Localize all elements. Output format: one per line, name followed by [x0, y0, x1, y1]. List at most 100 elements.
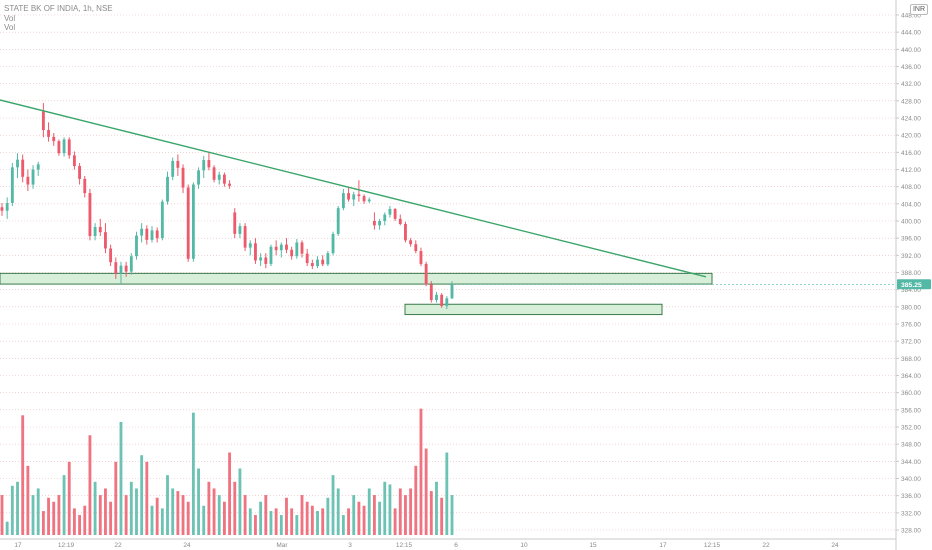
y-tick-label: 432.00	[901, 81, 921, 88]
x-tick-label: Mar	[276, 542, 288, 549]
x-tick-label: 12:19	[58, 542, 75, 549]
volume-bar	[357, 501, 361, 535]
volume-bar	[378, 501, 382, 535]
support-zone	[0, 272, 713, 285]
candle-down	[357, 194, 361, 197]
candle-down	[372, 221, 376, 226]
chart-legend: STATE BK OF INDIA, 1h, NSE Vol Vol	[4, 4, 113, 33]
volume-bar	[57, 495, 61, 535]
candle-down	[347, 193, 350, 200]
candle-down	[207, 160, 211, 168]
candle-down	[181, 167, 185, 188]
candle-up	[129, 256, 133, 272]
volume-bar	[52, 501, 56, 535]
volume-bar	[404, 495, 407, 535]
volume-bar	[336, 488, 340, 535]
candle-up	[445, 298, 449, 306]
candle-down	[52, 136, 56, 142]
y-tick-label: 376.00	[901, 322, 921, 329]
x-tick-label: 15	[589, 542, 597, 549]
volume-bar	[305, 501, 309, 535]
x-tick-label: 22	[114, 542, 122, 549]
candle-up	[238, 226, 242, 234]
volume-bar	[264, 495, 268, 535]
candle-up	[295, 242, 299, 257]
volume-bar	[326, 497, 330, 535]
volume-bar	[124, 495, 128, 535]
volume-bar	[429, 491, 433, 535]
candle-up	[336, 208, 340, 234]
currency-badge[interactable]: INR	[909, 4, 928, 15]
candle-up	[331, 233, 335, 254]
volume-bar	[129, 481, 133, 535]
volume-bar	[191, 412, 195, 535]
y-tick-label: 412.00	[901, 167, 921, 174]
y-tick-label: 436.00	[901, 64, 921, 71]
y-tick-label: 448.00	[901, 13, 921, 20]
volume-bar	[259, 501, 263, 535]
x-tick-label: 24	[831, 542, 839, 549]
candle-up	[171, 160, 175, 177]
volume-bar	[47, 497, 50, 535]
x-tick-label: 24	[183, 542, 191, 549]
volume-bar	[367, 488, 371, 535]
y-tick-label: 364.00	[901, 373, 921, 380]
candle-down	[72, 155, 76, 167]
x-tick-label: 10	[520, 542, 528, 549]
candle-up	[197, 170, 200, 185]
volume-bar	[197, 468, 200, 535]
volume-bar	[16, 481, 19, 535]
volume-bar	[186, 501, 190, 535]
volume-bar	[424, 448, 428, 535]
candle-down	[404, 224, 407, 241]
y-tick-label: 388.00	[901, 270, 921, 277]
candle-down	[429, 284, 433, 300]
candle-down	[26, 176, 30, 185]
volume-bar	[285, 497, 288, 535]
candle-up	[217, 174, 221, 180]
volume-legend-2: Vol	[4, 23, 16, 32]
candle-up	[93, 227, 97, 237]
candle-up	[135, 235, 138, 257]
volume-bar	[393, 508, 397, 535]
volume-bar	[171, 488, 175, 535]
volume-bar	[228, 452, 232, 535]
trendline	[0, 99, 707, 278]
candle-up	[378, 221, 382, 226]
volume-bar	[440, 497, 444, 535]
volume-bar	[316, 511, 319, 535]
candle-up	[248, 243, 252, 248]
y-tick-label: 348.00	[901, 442, 921, 449]
volume-bar	[310, 505, 314, 535]
volume-bar	[414, 465, 418, 535]
volume-bar	[166, 475, 169, 535]
volume-bar	[222, 501, 226, 535]
candle-down	[98, 227, 102, 233]
candle-up	[202, 160, 206, 171]
candle-up	[316, 259, 319, 267]
x-tick-label: 12:15	[396, 542, 413, 549]
volume-bar	[0, 495, 4, 535]
candle-down	[264, 257, 268, 264]
candle-down	[67, 139, 71, 156]
volume-bar	[341, 515, 345, 535]
x-tick-label: 6	[454, 542, 458, 549]
volume-bar	[321, 508, 325, 535]
candle-up	[383, 214, 387, 221]
candle-down	[274, 246, 278, 251]
candle-down	[285, 244, 288, 250]
volume-bar	[269, 511, 273, 535]
candle-down	[414, 244, 418, 252]
volume-bar	[26, 465, 30, 535]
volume-bar	[352, 495, 356, 535]
candle-down	[305, 253, 309, 264]
candle-up	[31, 169, 35, 185]
candle-down	[300, 242, 304, 254]
y-tick-label: 332.00	[901, 510, 921, 517]
x-tick-label: 12:15	[704, 542, 721, 549]
volume-bar	[36, 488, 40, 535]
volume-bar	[31, 495, 35, 535]
volume-bar	[233, 481, 237, 535]
volume-bar	[274, 508, 278, 535]
